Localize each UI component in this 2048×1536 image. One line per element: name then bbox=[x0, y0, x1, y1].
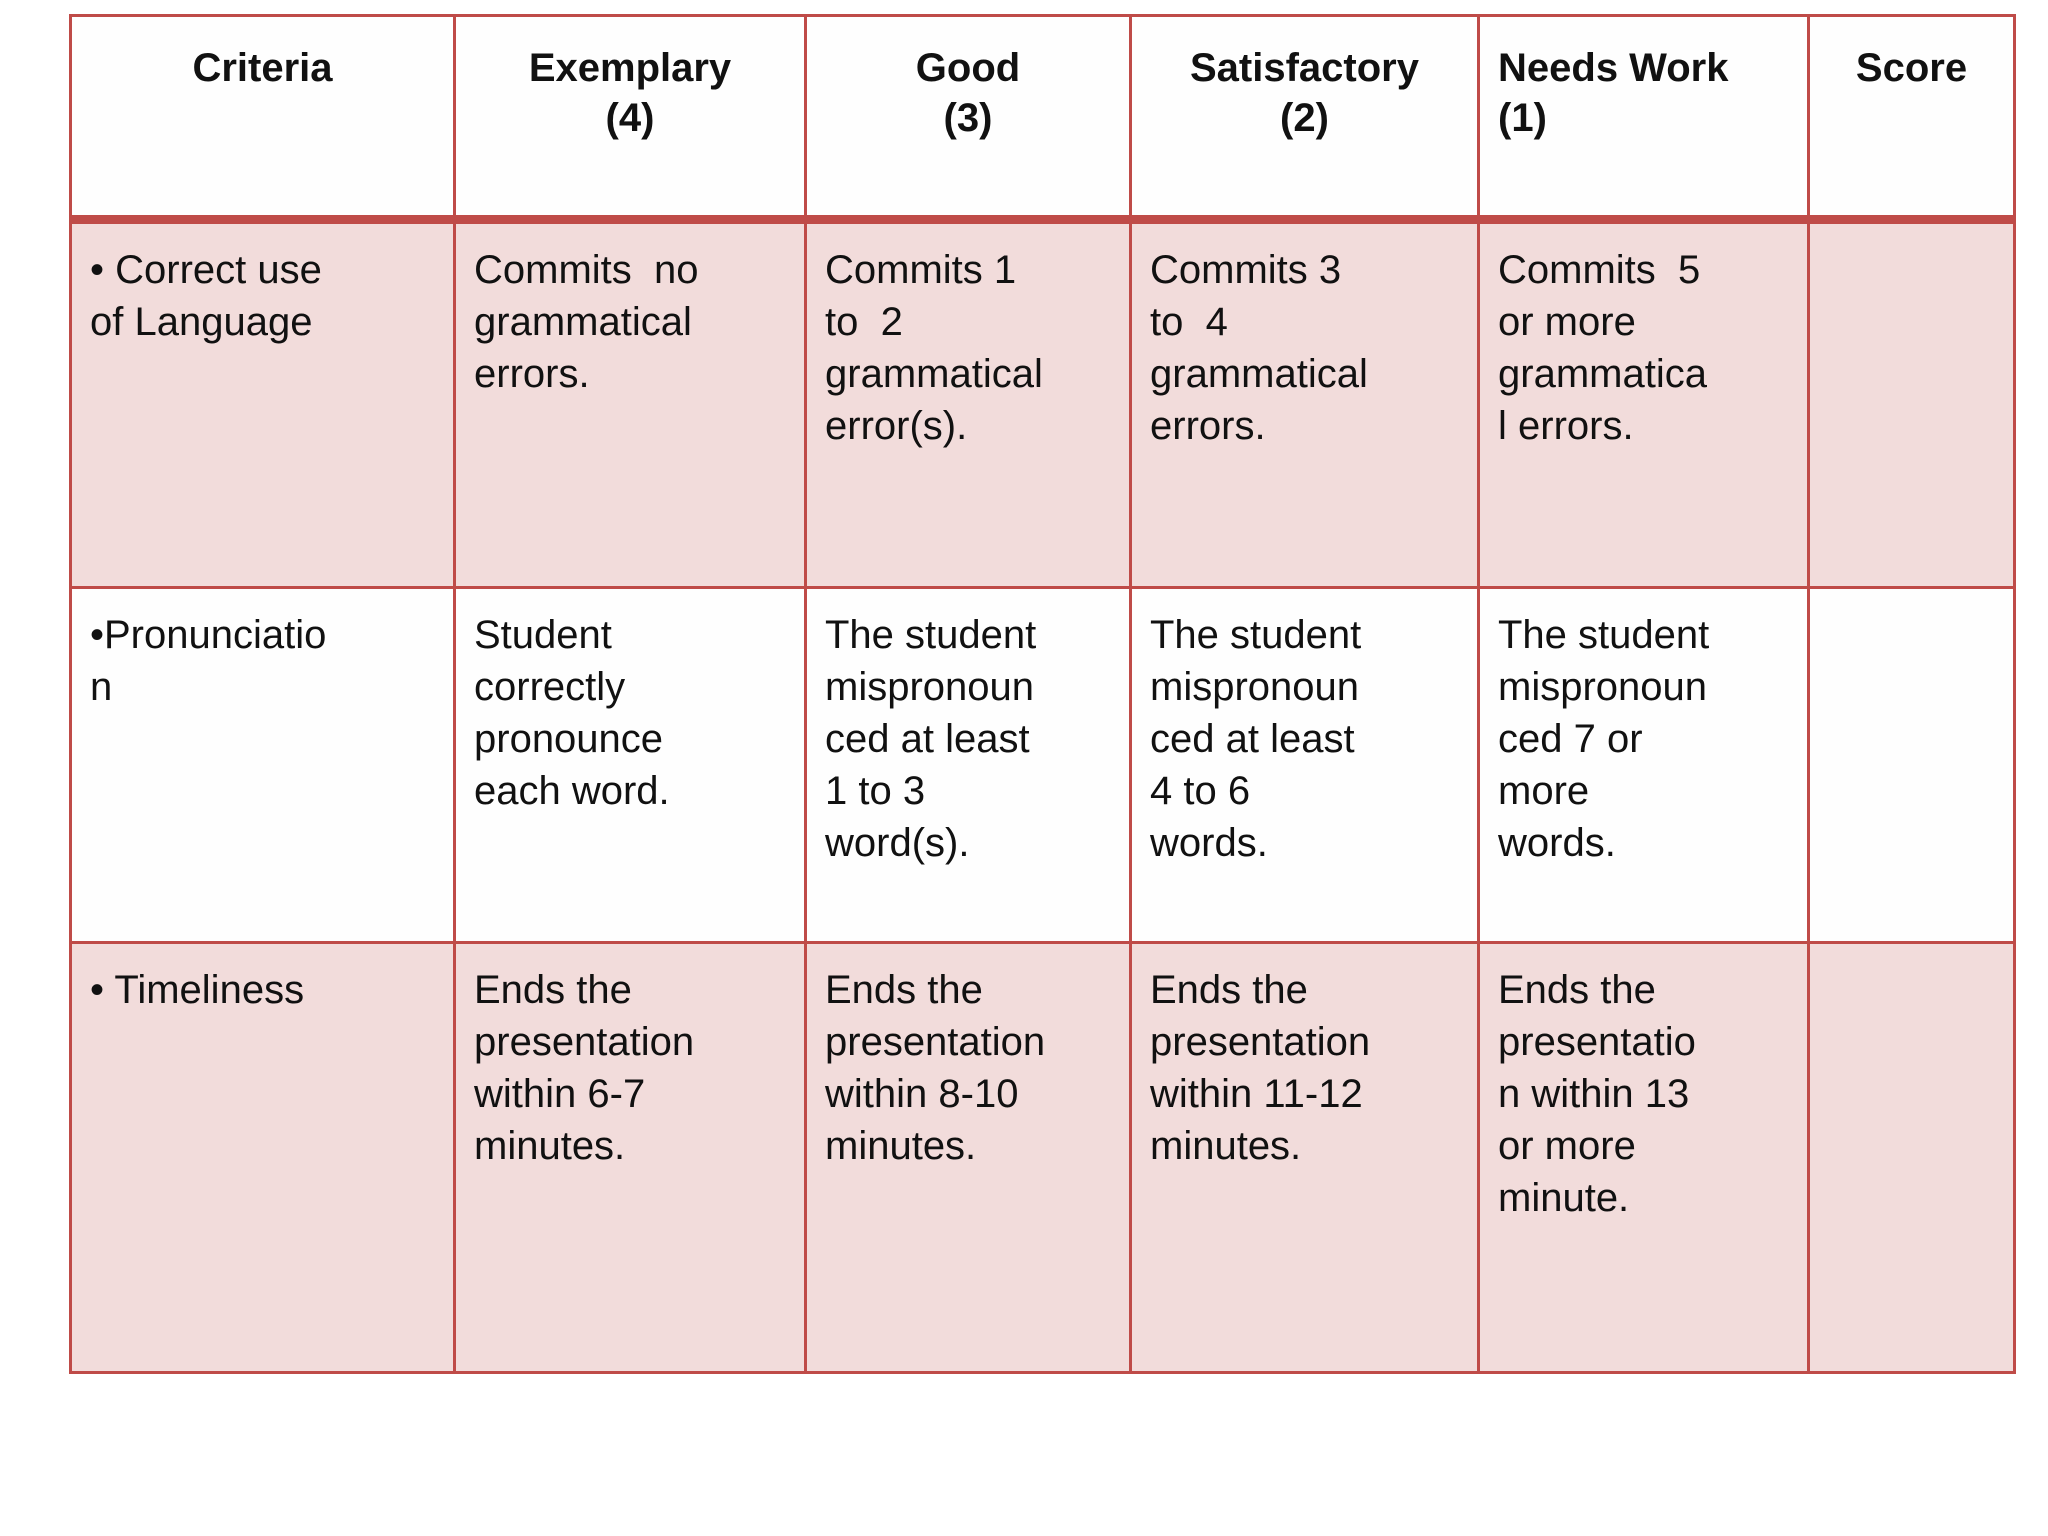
criteria-cell: • Timeliness bbox=[69, 941, 456, 1374]
level-cell-good: Ends the presentation within 8-10 minute… bbox=[804, 941, 1132, 1374]
level-cell-exemplary: Commits no grammatical errors. bbox=[453, 218, 807, 589]
level-cell-good: Commits 1 to 2 grammatical error(s). bbox=[804, 218, 1132, 589]
table-row-pronunciation: •Pronunciatio n Student correctly pronou… bbox=[69, 586, 2016, 944]
level-cell-satisfactory: The student mispronoun ced at least 4 to… bbox=[1129, 586, 1480, 944]
level-cell-good: The student mispronoun ced at least 1 to… bbox=[804, 586, 1132, 944]
header-cell-score: Score bbox=[1807, 14, 2016, 224]
level-cell-satisfactory: Ends the presentation within 11-12 minut… bbox=[1129, 941, 1480, 1374]
table-row-timeliness: • Timeliness Ends the presentation withi… bbox=[69, 941, 2016, 1374]
level-cell-needs-work: Commits 5 or more grammatica l errors. bbox=[1477, 218, 1810, 589]
header-cell-criteria: Criteria bbox=[69, 14, 456, 224]
level-cell-satisfactory: Commits 3 to 4 grammatical errors. bbox=[1129, 218, 1480, 589]
level-cell-needs-work: Ends the presentatio n within 13 or more… bbox=[1477, 941, 1810, 1374]
header-row: Criteria Exemplary (4) Good (3) Satisfac… bbox=[69, 14, 2016, 224]
score-cell bbox=[1807, 586, 2016, 944]
header-cell-needs-work: Needs Work (1) bbox=[1477, 14, 1810, 224]
score-cell bbox=[1807, 941, 2016, 1374]
criteria-cell: •Pronunciatio n bbox=[69, 586, 456, 944]
criteria-cell: • Correct use of Language bbox=[69, 218, 456, 589]
level-cell-exemplary: Ends the presentation within 6-7 minutes… bbox=[453, 941, 807, 1374]
header-cell-satisfactory: Satisfactory (2) bbox=[1129, 14, 1480, 224]
rubric-table: Criteria Exemplary (4) Good (3) Satisfac… bbox=[69, 14, 2016, 1374]
header-cell-good: Good (3) bbox=[804, 14, 1132, 224]
score-cell bbox=[1807, 218, 2016, 589]
level-cell-exemplary: Student correctly pronounce each word. bbox=[453, 586, 807, 944]
table-row-correct-use-of-language: • Correct use of Language Commits no gra… bbox=[69, 218, 2016, 589]
level-cell-needs-work: The student mispronoun ced 7 or more wor… bbox=[1477, 586, 1810, 944]
header-cell-exemplary: Exemplary (4) bbox=[453, 14, 807, 224]
